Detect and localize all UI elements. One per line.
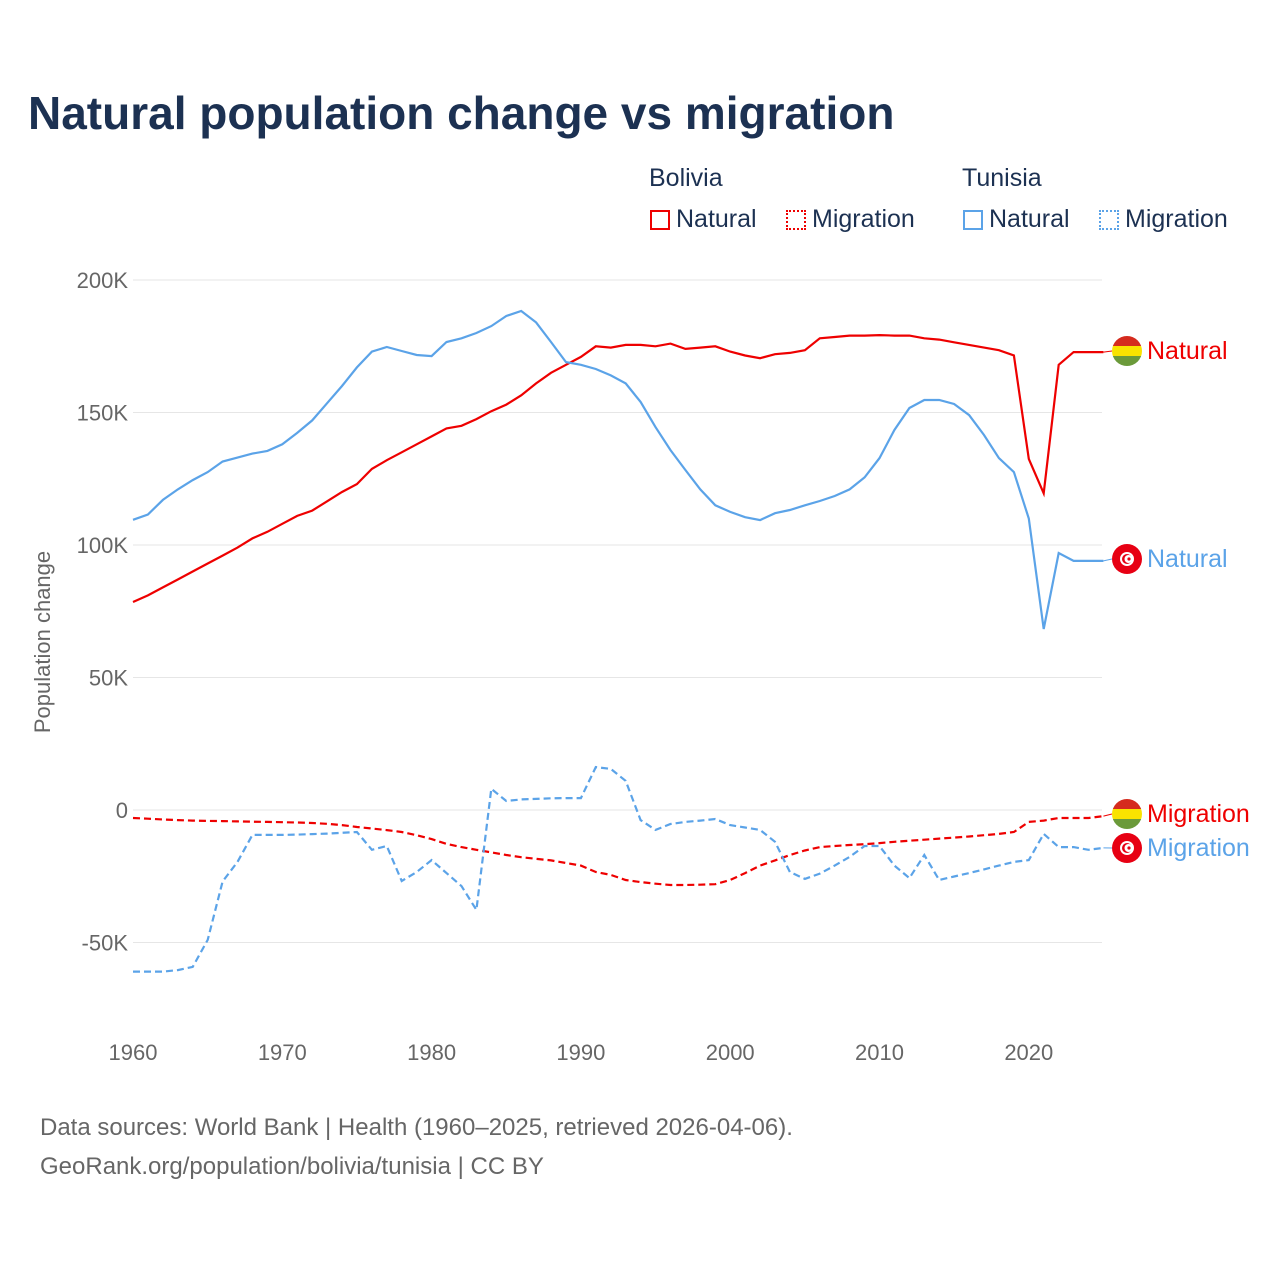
legend-swatch-solid [650,209,670,230]
legend-label: Migration [1125,205,1228,233]
legend-swatch-solid [963,209,983,230]
tunisia-flag-icon [1112,544,1142,574]
series-line-bolivia-migration [132,815,1104,887]
flag-star [1127,846,1131,850]
flag-star [1127,557,1131,561]
source-line-1: Data sources: World Bank | Health (1960–… [40,1114,793,1141]
tunisia-flag-icon [1112,833,1142,863]
series-end-label: Natural [1147,337,1228,365]
label-leader-line [1103,350,1113,353]
legend-group-tunisia: Tunisia [962,164,1042,192]
chart-title: Natural population change vs migration [28,87,895,139]
series-end-label: Migration [1147,800,1250,828]
legend-group-bolivia: Bolivia [649,164,723,192]
source-line-2[interactable]: GeoRank.org/population/bolivia/tunisia |… [40,1153,544,1180]
y-tick-label: 0 [116,798,128,823]
legend-label: Natural [989,205,1070,233]
flag-stripe [1112,809,1142,819]
y-tick-label: 100K [77,533,129,558]
legend-tunisia-natural[interactable]: Natural [963,205,1070,234]
legend-bolivia-natural[interactable]: Natural [650,205,757,234]
flag-stripe [1112,336,1142,346]
legend-swatch-dotted [786,209,806,230]
flag-stripe [1112,346,1142,356]
flag-stripe [1112,799,1142,809]
bolivia-flag-icon [1112,799,1142,829]
series-line-tunisia-migration [133,765,1104,973]
legend-swatch-dotted [1099,209,1119,230]
x-tick-label: 2020 [1004,1040,1053,1065]
y-tick-label: 50K [89,666,128,691]
series-line-bolivia-natural [132,333,1104,604]
y-tick-label: 200K [77,268,129,293]
x-tick-label: 2000 [706,1040,755,1065]
legend-label: Migration [812,205,915,233]
series-end-label: Migration [1147,834,1250,862]
label-leader-line [1103,813,1113,817]
x-tick-label: 1990 [556,1040,605,1065]
flag-stripe [1112,356,1142,366]
series-end-label: Natural [1147,545,1228,573]
bolivia-flag-icon [1112,336,1142,366]
y-axis-label: Population change [30,551,55,733]
source-note: Data sources: World Bank | Health (1960–… [40,1108,793,1186]
label-leader-line [1103,558,1113,562]
x-tick-label: 2010 [855,1040,904,1065]
flag-stripe [1112,819,1142,829]
legend-bolivia-migration[interactable]: Migration [786,205,915,234]
x-tick-label: 1980 [407,1040,456,1065]
legend-label: Natural [676,205,757,233]
legend-tunisia-migration[interactable]: Migration [1099,205,1228,234]
x-tick-label: 1970 [258,1040,307,1065]
x-tick-label: 1960 [109,1040,158,1065]
y-tick-label: 150K [77,401,129,426]
y-tick-label: -50K [82,931,129,956]
series-line-tunisia-natural [132,309,1104,630]
